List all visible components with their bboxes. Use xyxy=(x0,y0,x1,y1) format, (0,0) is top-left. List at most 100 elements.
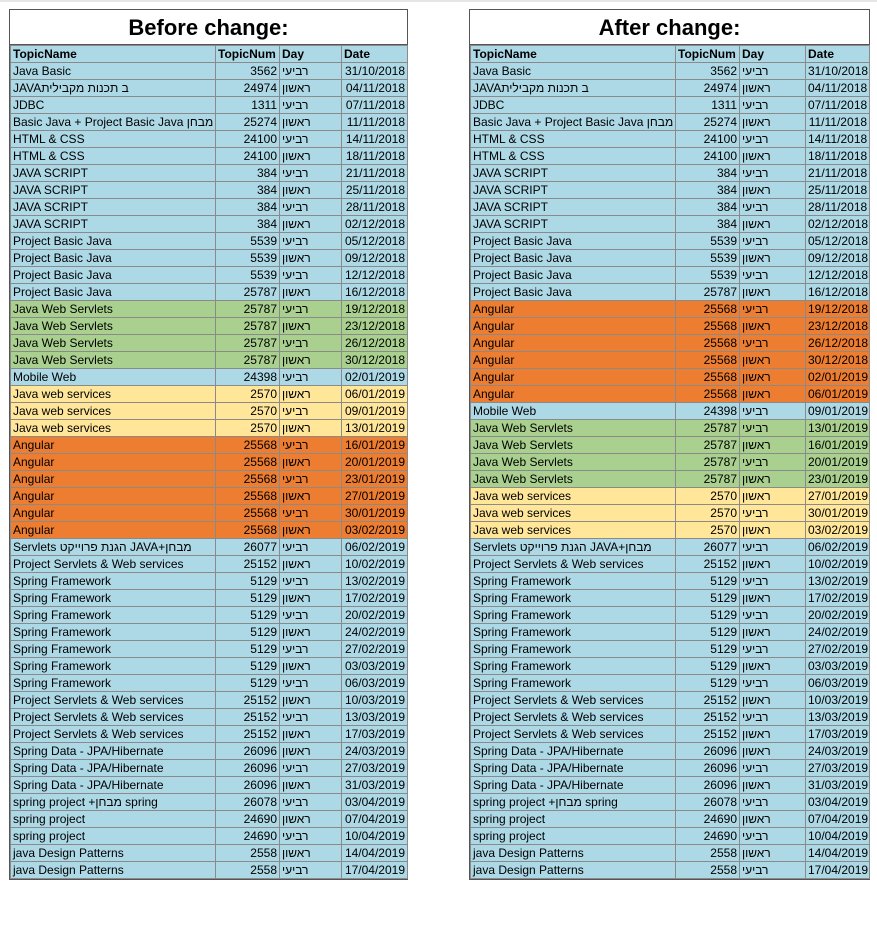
day-cell[interactable]: ראשון xyxy=(279,691,342,709)
topic-num-cell[interactable]: 26096 xyxy=(675,776,740,794)
date-cell[interactable]: 14/04/2019 xyxy=(805,844,870,862)
topic-name-cell[interactable]: spring project +מבחן spring xyxy=(10,793,216,811)
date-cell[interactable]: 14/04/2019 xyxy=(341,844,408,862)
day-cell[interactable]: ראשון xyxy=(739,181,806,199)
topic-name-cell[interactable]: HTML & CSS xyxy=(470,147,676,165)
day-cell[interactable]: ראשון xyxy=(739,657,806,675)
date-cell[interactable]: 12/12/2018 xyxy=(805,266,870,284)
topic-name-cell[interactable]: Java web services xyxy=(10,385,216,403)
topic-name-cell[interactable]: Spring Framework xyxy=(10,657,216,675)
topic-name-cell[interactable]: JAVA SCRIPT xyxy=(470,198,676,216)
topic-num-cell[interactable]: 25568 xyxy=(675,385,740,403)
topic-name-cell[interactable]: Java Web Servlets xyxy=(10,300,216,318)
day-cell[interactable]: רביעי xyxy=(279,232,342,250)
topic-num-cell[interactable]: 2558 xyxy=(675,844,740,862)
topic-num-cell[interactable]: 25152 xyxy=(215,725,280,743)
date-cell[interactable]: 11/11/2018 xyxy=(805,113,870,131)
topic-num-cell[interactable]: 25568 xyxy=(675,334,740,352)
topic-num-cell[interactable]: 25787 xyxy=(675,283,740,301)
day-cell[interactable]: ראשון xyxy=(279,776,342,794)
date-cell[interactable]: 17/04/2019 xyxy=(805,861,870,879)
date-cell[interactable]: 07/04/2019 xyxy=(341,810,408,828)
day-cell[interactable]: ראשון xyxy=(739,555,806,573)
topic-name-cell[interactable]: Java web services xyxy=(470,504,676,522)
day-cell[interactable]: רביעי xyxy=(739,674,806,692)
day-cell[interactable]: ראשון xyxy=(739,385,806,403)
day-cell[interactable]: רביעי xyxy=(279,402,342,420)
day-cell[interactable]: רביעי xyxy=(739,300,806,318)
day-cell[interactable]: ראשון xyxy=(279,555,342,573)
day-cell[interactable]: ראשון xyxy=(279,453,342,471)
topic-name-cell[interactable]: java Design Patterns xyxy=(470,844,676,862)
day-cell[interactable]: ראשון xyxy=(739,113,806,131)
day-cell[interactable]: ראשון xyxy=(279,623,342,641)
date-cell[interactable]: 05/12/2018 xyxy=(341,232,408,250)
date-cell[interactable]: 31/10/2018 xyxy=(805,62,870,80)
topic-num-cell[interactable]: 384 xyxy=(215,198,280,216)
day-cell[interactable]: ראשון xyxy=(279,181,342,199)
day-cell[interactable]: רביעי xyxy=(279,504,342,522)
day-cell[interactable]: רביעי xyxy=(279,538,342,556)
day-cell[interactable]: ראשון xyxy=(739,215,806,233)
topic-name-cell[interactable]: JDBC xyxy=(470,96,676,114)
topic-name-cell[interactable]: Spring Framework xyxy=(470,640,676,658)
topic-num-cell[interactable]: 384 xyxy=(215,181,280,199)
day-cell[interactable]: רביעי xyxy=(279,368,342,386)
day-cell[interactable]: ראשון xyxy=(739,776,806,794)
topic-name-cell[interactable]: HTML & CSS xyxy=(470,130,676,148)
topic-num-cell[interactable]: 5539 xyxy=(215,232,280,250)
topic-name-cell[interactable]: Spring Framework xyxy=(470,674,676,692)
day-cell[interactable]: ראשון xyxy=(279,419,342,437)
date-cell[interactable]: 27/02/2019 xyxy=(805,640,870,658)
date-cell[interactable]: 21/11/2018 xyxy=(341,164,408,182)
topic-num-cell[interactable]: 25787 xyxy=(215,317,280,335)
topic-num-cell[interactable]: 384 xyxy=(675,164,740,182)
topic-name-cell[interactable]: Java web services xyxy=(470,521,676,539)
topic-name-cell[interactable]: Angular xyxy=(10,521,216,539)
day-cell[interactable]: ראשון xyxy=(279,742,342,760)
topic-name-cell[interactable]: Spring Data - JPA/Hibernate xyxy=(470,759,676,777)
day-cell[interactable]: רביעי xyxy=(279,861,342,879)
topic-num-cell[interactable]: 25152 xyxy=(675,725,740,743)
topic-num-cell[interactable]: 2570 xyxy=(675,504,740,522)
topic-num-cell[interactable]: 1311 xyxy=(675,96,740,114)
topic-name-cell[interactable]: Project Basic Java xyxy=(10,283,216,301)
date-cell[interactable]: 20/01/2019 xyxy=(805,453,870,471)
topic-num-cell[interactable]: 2558 xyxy=(215,844,280,862)
date-cell[interactable]: 02/01/2019 xyxy=(341,368,408,386)
topic-num-cell[interactable]: 26096 xyxy=(215,759,280,777)
topic-num-cell[interactable]: 25568 xyxy=(215,487,280,505)
day-cell[interactable]: ראשון xyxy=(279,589,342,607)
topic-num-cell[interactable]: 1311 xyxy=(215,96,280,114)
date-cell[interactable]: 20/02/2019 xyxy=(805,606,870,624)
topic-num-cell[interactable]: 25787 xyxy=(215,334,280,352)
day-cell[interactable]: ראשון xyxy=(739,79,806,97)
topic-num-cell[interactable]: 26096 xyxy=(215,776,280,794)
topic-num-cell[interactable]: 24690 xyxy=(675,827,740,845)
topic-name-cell[interactable]: Project Servlets & Web services xyxy=(10,555,216,573)
topic-name-cell[interactable]: Project Basic Java xyxy=(470,283,676,301)
day-cell[interactable]: ראשון xyxy=(279,283,342,301)
day-cell[interactable]: רביעי xyxy=(739,538,806,556)
topic-num-cell[interactable]: 24690 xyxy=(215,827,280,845)
day-cell[interactable]: רביעי xyxy=(739,793,806,811)
topic-name-cell[interactable]: java Design Patterns xyxy=(10,861,216,879)
date-cell[interactable]: 06/01/2019 xyxy=(341,385,408,403)
topic-name-cell[interactable]: Spring Framework xyxy=(470,589,676,607)
topic-name-cell[interactable]: JDBC xyxy=(10,96,216,114)
topic-num-cell[interactable]: 24100 xyxy=(215,147,280,165)
topic-name-cell[interactable]: Angular xyxy=(10,453,216,471)
topic-num-cell[interactable]: 5539 xyxy=(675,266,740,284)
day-cell[interactable]: ראשון xyxy=(739,249,806,267)
topic-name-cell[interactable]: Java Web Servlets xyxy=(470,436,676,454)
date-cell[interactable]: 03/04/2019 xyxy=(805,793,870,811)
topic-name-cell[interactable]: Mobile Web xyxy=(10,368,216,386)
day-cell[interactable]: ראשון xyxy=(739,623,806,641)
topic-name-cell[interactable]: JAVA SCRIPT xyxy=(10,181,216,199)
date-cell[interactable]: 31/03/2019 xyxy=(805,776,870,794)
topic-name-cell[interactable]: Spring Framework xyxy=(10,589,216,607)
topic-name-cell[interactable]: Project Servlets & Web services xyxy=(470,725,676,743)
date-cell[interactable]: 02/01/2019 xyxy=(805,368,870,386)
topic-num-cell[interactable]: 25274 xyxy=(215,113,280,131)
date-cell[interactable]: 13/03/2019 xyxy=(341,708,408,726)
